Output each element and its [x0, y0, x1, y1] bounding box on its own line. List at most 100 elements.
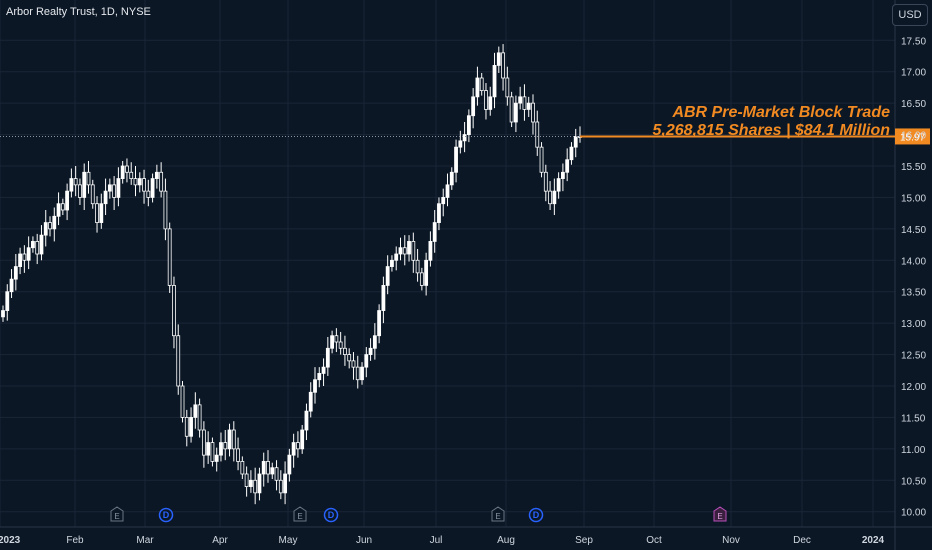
candle-body	[334, 335, 339, 343]
candle-body	[325, 347, 330, 368]
candle-body	[65, 190, 70, 211]
candle-body	[394, 253, 399, 261]
candle-body	[48, 222, 52, 230]
candle-body	[548, 190, 552, 205]
candle-body	[210, 442, 215, 462]
x-tick-label: Aug	[497, 535, 515, 546]
candle-body	[154, 171, 159, 179]
dividend-marker-label: D	[163, 510, 170, 520]
candle-body	[120, 165, 125, 179]
candle-body	[296, 442, 300, 450]
earnings-marker	[293, 506, 307, 522]
candle-body	[501, 52, 505, 79]
x-tick-label: 2023	[0, 535, 21, 546]
candle-body	[543, 171, 548, 192]
candle-series	[1, 44, 582, 505]
candle-body	[201, 429, 206, 456]
candle-body	[385, 266, 390, 286]
price-tag-label: 15.97	[900, 132, 925, 143]
candle-body	[531, 102, 535, 123]
currency-button[interactable]: USD	[892, 4, 928, 26]
candle-body	[449, 171, 454, 186]
candle-body	[180, 385, 185, 418]
price-line: 15.97	[0, 128, 930, 145]
candle-body	[360, 366, 364, 381]
y-tick-label: 17.00	[901, 68, 926, 79]
candle-body	[189, 417, 193, 437]
candle-body	[137, 178, 142, 186]
candle-body	[522, 96, 527, 110]
candle-body	[26, 247, 31, 261]
candle-body	[526, 102, 531, 110]
dividend-marker-label: D	[328, 510, 335, 520]
y-tick-label: 11.00	[901, 445, 926, 456]
candle-body	[18, 253, 22, 267]
candle-body	[415, 259, 420, 274]
x-tick-label: Oct	[646, 535, 662, 546]
candle-body	[99, 203, 104, 223]
x-tick-label: Dec	[793, 535, 811, 546]
y-tick-label: 15.00	[901, 193, 926, 204]
candle-body	[471, 96, 476, 117]
candle-body	[313, 379, 317, 393]
y-tick-label: 17.50	[901, 36, 926, 47]
candle-body	[184, 417, 189, 437]
candle-body	[35, 241, 40, 255]
candle-body	[321, 366, 326, 374]
earnings-marker-label: E	[495, 512, 500, 521]
x-tick-label: 2024	[862, 535, 885, 546]
y-tick-label: 13.00	[901, 319, 926, 330]
y-tick-label: 11.50	[901, 413, 926, 424]
candle-body	[5, 291, 10, 311]
candle-body	[539, 146, 544, 173]
candle-body	[437, 203, 441, 223]
candle-body	[142, 178, 146, 192]
y-axis: 17.50 17.00 16.50 16.00 15.50 15.00 14.50 14.00…	[901, 36, 926, 518]
candle-body	[193, 404, 198, 418]
candle-body	[424, 259, 429, 286]
earnings-marker	[110, 506, 124, 522]
candle-body	[52, 215, 57, 230]
candle-body	[133, 178, 138, 186]
y-tick-label: 15.50	[901, 162, 926, 173]
candle-body	[227, 429, 232, 450]
y-tick-label: 14.00	[901, 256, 926, 267]
candle-body	[308, 391, 313, 412]
candle-body	[330, 335, 335, 349]
annotation-line-2: 5,268,815 Shares | $84.1 Million	[652, 122, 891, 139]
candle-body	[60, 203, 65, 211]
candle-body	[197, 404, 202, 431]
candle-body	[172, 285, 176, 337]
candle-body	[206, 442, 211, 456]
dividend-marker	[323, 507, 339, 523]
candle-body	[304, 410, 309, 431]
candle-body	[407, 241, 411, 255]
candle-body	[159, 171, 164, 192]
candle-body	[82, 171, 87, 198]
candle-body	[454, 146, 458, 173]
candle-body	[338, 341, 343, 349]
candle-body	[22, 253, 27, 261]
x-tick-label: Sep	[575, 535, 593, 546]
candle-body	[364, 354, 369, 368]
candle-body	[445, 184, 450, 198]
block-trade-annotation: ABR Pre-Market Block Trade 5,268,815 Sha…	[653, 104, 891, 140]
candle-body	[214, 454, 219, 462]
candle-body	[287, 454, 292, 475]
candle-body	[428, 241, 433, 261]
candle-body	[1, 310, 5, 318]
candle-body	[411, 241, 416, 261]
x-tick-label: Mar	[136, 535, 154, 546]
candle-body	[31, 241, 35, 249]
candle-body	[9, 278, 14, 293]
candle-body	[398, 247, 403, 255]
x-tick-label: Feb	[66, 535, 84, 546]
candle-body	[368, 347, 373, 355]
candle-body	[561, 171, 565, 179]
candle-body	[509, 96, 514, 123]
candle-body	[462, 134, 467, 142]
x-tick-label: Nov	[722, 535, 740, 546]
candle-body	[492, 65, 497, 98]
